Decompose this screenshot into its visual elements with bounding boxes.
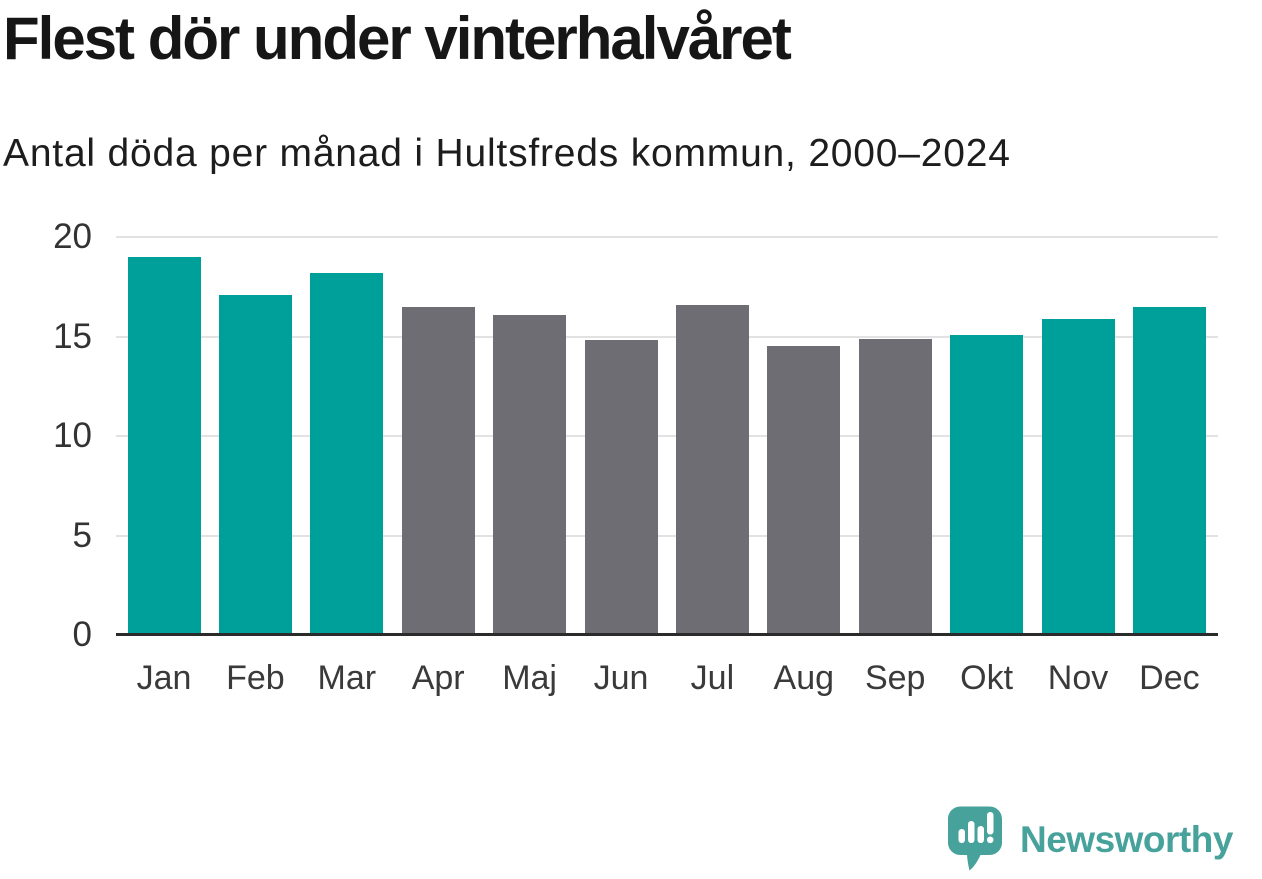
x-tick-label-maj: Maj (502, 659, 557, 697)
logo-bar-2 (968, 821, 975, 843)
bar-jun (584, 340, 658, 635)
x-axis-line (116, 633, 1218, 636)
x-tick-label-okt: Okt (960, 659, 1014, 697)
bar-aug (767, 346, 841, 635)
bar-jul (675, 304, 749, 635)
x-tick-label-dec: Dec (1139, 659, 1200, 697)
x-tick-label-aug: Aug (773, 659, 835, 697)
y-tick-label-15: 15 (53, 316, 92, 356)
x-tick-label-apr: Apr (411, 659, 465, 697)
gridline-5 (116, 534, 1218, 537)
x-tick-label-sep: Sep (864, 659, 926, 697)
bar-mar (310, 272, 384, 635)
bar-maj (493, 314, 567, 635)
x-tick-label-nov: Nov (1047, 659, 1109, 697)
x-tick-label-jan: Jan (136, 659, 192, 697)
x-tick-label-jul: Jul (690, 659, 735, 697)
brand-footer: Newsworthy (948, 806, 1233, 874)
logo-exclamation-stem (987, 812, 994, 835)
bar-nov (1041, 318, 1115, 635)
gridline-10 (116, 435, 1218, 437)
plot-area (116, 236, 1218, 636)
brand-wordmark: Newsworthy (1020, 819, 1233, 860)
bar-apr (401, 306, 475, 635)
logo-bar-1 (958, 829, 965, 843)
y-tick-label-10: 10 (53, 416, 92, 455)
x-tick-label-mar: Mar (317, 659, 377, 697)
chart-title: Flest dör under vinterhalvåret (3, 5, 792, 72)
y-tick-label-5: 5 (72, 515, 92, 555)
bar-okt (950, 334, 1024, 635)
chart-subtitle: Antal döda per månad i Hultsfreds kommun… (3, 132, 1011, 175)
bar-sep (858, 338, 932, 635)
bar-jan (127, 256, 201, 635)
bar-dec (1132, 306, 1206, 635)
gridline-15 (116, 335, 1218, 338)
logo-exclamation-dot (986, 836, 994, 844)
gridline-20 (116, 236, 1218, 238)
x-tick-label-feb: Feb (226, 659, 285, 697)
newsworthy-logo-icon (948, 806, 1002, 871)
y-tick-label-0: 0 (72, 615, 92, 654)
logo-bar-3 (977, 826, 984, 843)
x-tick-label-jun: Jun (593, 659, 649, 697)
bar-feb (218, 294, 292, 635)
y-tick-label-20: 20 (53, 217, 92, 256)
